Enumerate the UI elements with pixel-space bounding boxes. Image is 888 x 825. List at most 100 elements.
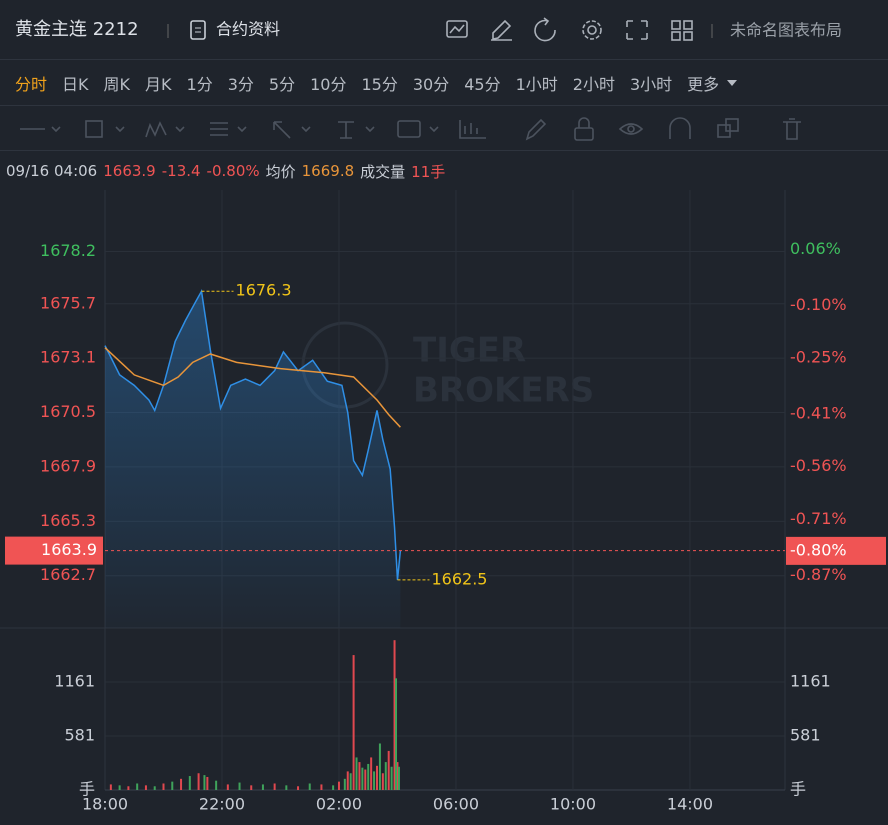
layout-name[interactable]: 未命名图表布局 [730, 21, 842, 40]
volume-bar [180, 778, 183, 790]
volume-bar [308, 783, 311, 790]
volume-bar [346, 771, 349, 790]
tool-icon[interactable] [20, 117, 801, 141]
header: 黄金主连 2212 合约资料 未命名图表布局 [0, 0, 888, 60]
volume-bar [358, 762, 361, 790]
last-pct-label: -0.80% [790, 540, 847, 559]
toolbar-icons [20, 117, 801, 141]
period-tab[interactable]: 周K [103, 74, 131, 94]
y2-tick-label: -0.25% [790, 348, 847, 367]
volume-bar [376, 765, 378, 790]
volume-bar [226, 784, 229, 790]
annotation-label: 1662.5 [431, 569, 487, 588]
volume-bar [393, 640, 396, 790]
period-tab[interactable]: 45分 [464, 74, 501, 94]
y-tick-label: 1673.1 [40, 348, 96, 367]
volume-bar [390, 766, 393, 790]
drawing-toolbar [0, 105, 888, 151]
period-tab[interactable]: 2小时 [572, 74, 615, 94]
average-line [104, 347, 401, 428]
volume-bar [197, 773, 200, 790]
period-tab[interactable]: 5分 [268, 74, 296, 94]
price-area [105, 291, 401, 628]
volume-bar [343, 778, 346, 790]
volume-bar [250, 785, 253, 790]
y2-tick-label: -0.56% [790, 456, 847, 475]
x-tick-label: 14:00 [667, 795, 713, 814]
period-tab[interactable]: 1分 [186, 74, 213, 94]
volume-bar [367, 763, 370, 790]
volume-bar [349, 773, 352, 790]
volume-bar [171, 781, 174, 790]
volume-bar [127, 786, 130, 790]
avg-label: 均价 [265, 162, 296, 181]
volume-bar [285, 785, 288, 790]
x-tick-label: 22:00 [199, 795, 245, 814]
period-tab[interactable]: 日K [62, 74, 89, 94]
more-arrow[interactable] [726, 78, 738, 88]
contract-info[interactable]: 合约资料 [216, 20, 280, 39]
volume-bar [370, 757, 373, 790]
volume-bar [118, 785, 121, 790]
x-tick-label: 18:00 [82, 795, 128, 814]
volume-bar [384, 762, 387, 790]
period-tab[interactable]: 15分 [361, 74, 398, 94]
x-tick-label: 10:00 [550, 795, 596, 814]
volume-bar [144, 785, 147, 790]
volume-bar [396, 762, 399, 790]
volume-bar [273, 783, 276, 790]
volume-bar [297, 786, 300, 790]
watermark: TIGER [413, 331, 526, 371]
volume-bar [352, 655, 355, 790]
period-tab[interactable]: 1小时 [515, 74, 558, 94]
period-tabs: 分时 日K 周K 月K 1分 3分 5分 10分 15分 30分 45分 1小时 2小时 3小时 更多 [0, 60, 888, 105]
x-tick-label: 06:00 [433, 795, 479, 814]
change: -13.4 [161, 162, 201, 180]
period-tab[interactable]: 10分 [310, 74, 347, 94]
volume-bar [361, 767, 364, 790]
period-tab[interactable]: 3分 [227, 74, 254, 94]
time: 09/16 04:06 [6, 162, 98, 180]
volume-bar [332, 785, 335, 790]
volume-bar [381, 773, 384, 790]
annotation-label: 1676.3 [236, 281, 292, 300]
volume-bar [364, 769, 367, 790]
x-tick-label: 02:00 [316, 795, 362, 814]
volume-tick-label: 581 [64, 725, 95, 744]
y-tick-label: 1662.7 [40, 565, 96, 584]
volume-bar [203, 775, 206, 790]
volume-tick-label: 手 [790, 780, 806, 799]
y-tick-label: 1678.2 [40, 241, 96, 260]
volume-bar [261, 784, 264, 790]
header-icons[interactable] [446, 17, 693, 42]
period-tab[interactable]: 分时 [15, 74, 48, 94]
period-tab[interactable]: 3小时 [629, 74, 673, 94]
instrument-title[interactable]: 黄金主连 2212 [15, 19, 139, 40]
volume-tick-label: 1161 [790, 671, 831, 690]
volume: 11手 [411, 162, 446, 181]
volume-label: 成交量 [360, 162, 406, 181]
avg: 1669.8 [301, 162, 355, 180]
doc-icon [190, 20, 206, 40]
y2-tick-label: -0.41% [790, 404, 847, 423]
last-pct-box [786, 536, 886, 565]
volume-bar [153, 786, 156, 790]
y-tick-label: 1670.5 [40, 402, 96, 421]
period-tab[interactable]: 月K [145, 74, 172, 94]
volume-bar [373, 771, 376, 790]
volume-bar [215, 780, 218, 790]
period-tab[interactable]: 30分 [412, 74, 450, 94]
header-bar: 黄金主连 2212 合约资料 未命名图表布局 [15, 17, 842, 42]
info-line: 09/16 04:06 1663.9 -13.4 -0.80% 均价 1669.… [0, 158, 888, 184]
volume-bar [378, 743, 381, 790]
y2-tick-label: -0.87% [790, 565, 847, 584]
last-price-box [5, 536, 103, 565]
period-tab[interactable]: 更多 [687, 74, 720, 94]
volume-bar [162, 783, 165, 790]
y-tick-label: 1665.3 [40, 511, 96, 530]
last-price-label: 1663.9 [41, 540, 97, 559]
change-pct: -0.80% [206, 162, 260, 180]
y2-tick-label: -0.10% [790, 295, 847, 314]
y2-tick-label: -0.71% [790, 509, 847, 528]
